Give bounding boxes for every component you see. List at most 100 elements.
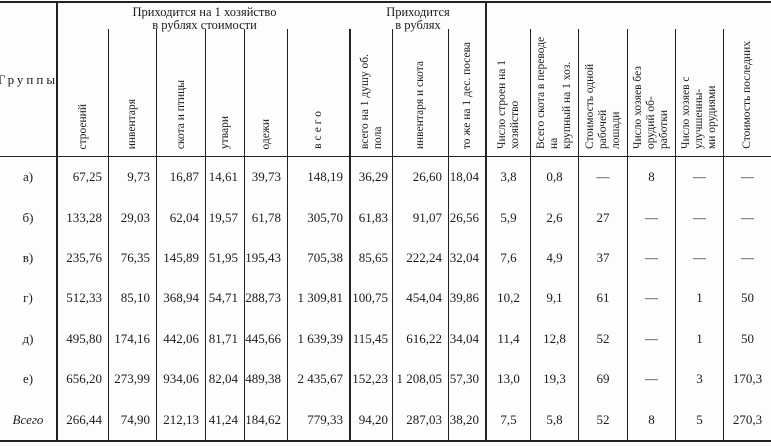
table-cell: — <box>675 197 723 238</box>
column-header-label: Стоимость одной рабочей лошади <box>583 63 622 149</box>
column-header-horse-cost: Стоимость одной рабочей лошади <box>578 29 627 156</box>
row-label: д) <box>0 318 58 360</box>
table-cell: 174,16 <box>108 318 156 360</box>
table-cell: 29,03 <box>108 197 156 238</box>
table-cell: 148,19 <box>287 157 351 198</box>
table-cell: 5 <box>675 399 723 440</box>
column-header-label: то же на 1 дес. посева <box>460 41 473 149</box>
table-cell: 74,90 <box>108 399 156 440</box>
table-cell: 52 <box>578 318 627 360</box>
table-cell: 152,23 <box>352 371 388 387</box>
table-cell: — <box>627 359 675 400</box>
table-cell: 235,76 <box>66 250 102 266</box>
table-cell: 222,24 <box>392 237 448 279</box>
table-row: Всего 266,44 74,90 212,13 41,24 184,62 779,33 9… <box>0 399 771 440</box>
table-cell: 270,3 <box>723 399 771 440</box>
table-row: г) 512,33 85,10 368,94 54,71 288,73 1 309,81 10… <box>0 278 771 319</box>
table-cell: 170,3 <box>723 359 771 400</box>
column-header-label: строений <box>76 103 89 149</box>
column-header-label: Стоимость последних <box>741 41 753 149</box>
table-cell: 38,20 <box>448 399 487 440</box>
table-body: а) 67,25 9,73 16,87 14,61 39,73 148,19 36,29 26,… <box>0 157 771 442</box>
groups-label: Группы <box>0 71 59 87</box>
table-cell: 19,57 <box>205 197 244 238</box>
table-cell: 12,8 <box>530 318 578 360</box>
table-cell: 14,61 <box>205 157 244 198</box>
column-header-label: Число хозяев с улучшенны- ми орудиями <box>680 76 718 149</box>
table-cell: 10,2 <box>497 290 520 306</box>
table-cell: 1 309,81 <box>287 278 351 319</box>
groups-column-header: Группы <box>0 3 58 156</box>
table-cell: 8 <box>627 399 675 440</box>
table-cell: 145,89 <box>156 237 205 279</box>
table-cell: 26,56 <box>448 197 487 238</box>
table-cell: 50 <box>723 318 771 360</box>
table-cell: 61,78 <box>244 197 287 238</box>
table-cell: 442,06 <box>156 318 205 360</box>
table-cell: 26,60 <box>392 157 448 198</box>
column-header-label: инвентаря <box>126 98 138 149</box>
column-header-inventory-livestock: инвентаря и скота <box>392 29 448 156</box>
table-cell: 7,6 <box>500 250 517 266</box>
table-cell: 37 <box>578 237 627 279</box>
group-header-rubles: Приходится в рублях <box>351 3 487 32</box>
table-row: в) 235,76 76,35 145,89 51,95 195,43 705,38 85,6… <box>0 237 771 279</box>
table-cell: — <box>675 157 723 198</box>
table-cell: 61 <box>578 278 627 319</box>
table-cell: 62,04 <box>156 197 205 238</box>
table-cell: 1 <box>675 278 723 319</box>
table-cell: 195,43 <box>244 237 287 279</box>
table-cell: 69 <box>578 359 627 400</box>
table-cell: 779,33 <box>287 399 351 440</box>
table-cell: 13,0 <box>497 371 520 387</box>
table-cell: 94,20 <box>358 411 388 427</box>
table-cell: 54,71 <box>205 278 244 319</box>
table-cell: 489,38 <box>244 359 287 400</box>
table-cell: 39,86 <box>448 278 487 319</box>
table-cell: 115,45 <box>352 330 388 346</box>
column-header-label: одежи <box>259 118 272 149</box>
table-cell: 2,6 <box>530 197 578 238</box>
table-cell: — <box>627 318 675 360</box>
table-cell: 81,71 <box>205 318 244 360</box>
table-cell: 287,03 <box>392 399 448 440</box>
table-cell: 184,62 <box>244 399 287 440</box>
table-cell: 5,9 <box>500 209 517 225</box>
table-cell: 82,04 <box>205 359 244 400</box>
table-row: а) 67,25 9,73 16,87 14,61 39,73 148,19 36,29 26,… <box>0 157 771 198</box>
table-cell: 273,99 <box>108 359 156 400</box>
table-cell: 368,94 <box>156 278 205 319</box>
table-cell: 3 <box>675 359 723 400</box>
column-header-improved-tools: Число хозяев с улучшенны- ми орудиями <box>675 29 723 156</box>
table-cell: 616,22 <box>392 318 448 360</box>
table-cell: 27 <box>578 197 627 238</box>
table-cell: — <box>723 157 771 198</box>
table-cell: 41,24 <box>205 399 244 440</box>
table-cell: 3,8 <box>500 169 517 185</box>
table-cell: 1 <box>675 318 723 360</box>
table-cell: 445,66 <box>244 318 287 360</box>
table-cell: 8 <box>627 157 675 198</box>
table-cell: 34,04 <box>448 318 487 360</box>
column-header-label: всего <box>312 108 324 149</box>
table-cell: 7,5 <box>500 411 517 427</box>
table-cell: 212,13 <box>156 399 205 440</box>
table-row: е) 656,20 273,99 934,06 82,04 489,38 2 435,67 1… <box>0 359 771 400</box>
table-cell: 16,87 <box>156 157 205 198</box>
table-cell: 11,4 <box>497 330 520 346</box>
table-row: д) 495,80 174,16 442,06 81,71 445,66 1 639,39 1… <box>0 318 771 360</box>
table-cell: 288,73 <box>244 278 287 319</box>
table-cell: 39,73 <box>244 157 287 198</box>
table-cell: 2 435,67 <box>287 359 351 400</box>
table-cell: — <box>675 237 723 279</box>
table-cell: 76,35 <box>108 237 156 279</box>
row-label: Всего <box>0 399 58 440</box>
table-cell: 52 <box>578 399 627 440</box>
column-header-label: Всего скота в переводе на крупный на 1 х… <box>535 36 573 149</box>
row-label: а) <box>0 157 58 198</box>
table-cell: — <box>627 237 675 279</box>
table-row: б) 133,28 29,03 62,04 19,57 61,78 305,70 61,83 9… <box>0 197 771 238</box>
table-cell: 1 639,39 <box>287 318 351 360</box>
table-cell: 91,07 <box>392 197 448 238</box>
group-header-per-household-rubles: Приходится на 1 хозяйство в рублях стоим… <box>132 5 277 32</box>
